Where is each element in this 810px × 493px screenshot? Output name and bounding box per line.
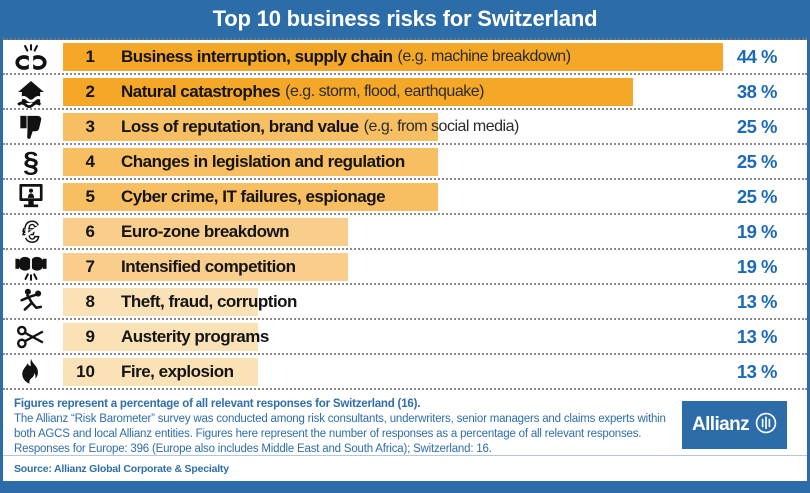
percent-value: 13 % <box>736 325 778 347</box>
risk-row-4: § 4 Changes in legislation and regulatio… <box>3 145 807 180</box>
risk-bar <box>63 253 348 281</box>
risk-bar <box>63 183 438 211</box>
risk-row-8: 8 Theft, fraud, corruption 13 % <box>3 285 807 320</box>
risk-label: Intensified competition <box>121 256 296 276</box>
risk-bar <box>63 148 438 176</box>
cyber-crime-icon <box>8 180 54 213</box>
risk-note: (e.g. storm, flood, earthquake) <box>285 82 484 100</box>
percent-value: 25 % <box>736 115 778 137</box>
rank-number: 8 <box>85 291 95 311</box>
risk-row-5: 5 Cyber crime, IT failures, espionage 25… <box>3 180 807 215</box>
thumbs-down-icon <box>8 110 54 143</box>
rank-number: 10 <box>76 361 95 381</box>
risk-row-7: 7 Intensified competition 19 % <box>3 250 807 285</box>
risk-row-10: 10 Fire, explosion 13 % <box>3 355 807 390</box>
risk-label: Fire, explosion <box>121 361 234 381</box>
thief-icon <box>8 285 54 318</box>
page-title: Top 10 business risks for Switzerland <box>212 6 598 31</box>
source-line: Source: Allianz Global Corporate & Speci… <box>3 455 807 481</box>
risk-label: Theft, fraud, corruption <box>121 291 297 311</box>
rank-number: 9 <box>85 326 95 346</box>
risk-row-9: 9 Austerity programs 13 % <box>3 320 807 355</box>
risk-bar <box>63 43 723 71</box>
footer: Figures represent a percentage of all re… <box>3 390 807 481</box>
rank-number: 6 <box>85 221 95 241</box>
paragraph-icon: § <box>8 145 54 178</box>
risk-label: Cyber crime, IT failures, espionage <box>121 186 386 206</box>
percent-value: 25 % <box>736 150 778 172</box>
risk-note: (e.g. machine breakdown) <box>397 47 571 65</box>
rank-number: 7 <box>85 256 95 276</box>
footer-note-body: The Allianz “Risk Barometer” survey was … <box>14 413 666 456</box>
allianz-logo-text: Allianz <box>691 414 750 435</box>
rank-number: 5 <box>85 186 95 206</box>
allianz-logo: Allianz <box>682 401 787 449</box>
risk-label: Business interruption, supply chain <box>121 46 393 66</box>
risk-note: (e.g. from social media) <box>363 117 520 135</box>
boxing-gloves-icon <box>8 250 54 283</box>
risk-label: Changes in legislation and regulation <box>121 151 405 171</box>
risk-label: Austerity programs <box>121 326 269 346</box>
risk-list: 1 Business interruption, supply chain (e… <box>3 40 807 390</box>
percent-value: 44 % <box>736 45 778 67</box>
risk-bar <box>63 358 258 386</box>
svg-text:§: § <box>23 146 39 178</box>
percent-value: 38 % <box>736 80 778 102</box>
rank-number: 2 <box>85 81 95 101</box>
allianz-eagle-icon <box>755 412 777 439</box>
risk-row-2: 2 Natural catastrophes (e.g. storm, floo… <box>3 75 807 110</box>
percent-value: 19 % <box>736 255 778 277</box>
risk-row-6: € 6 Euro-zone breakdown 19 % <box>3 215 807 250</box>
storm-house-icon <box>8 75 54 108</box>
risk-bar <box>63 288 258 316</box>
bottom-border-strip <box>3 481 807 493</box>
percent-value: 13 % <box>736 360 778 382</box>
risk-row-3: 3 Loss of reputation, brand value (e.g. … <box>3 110 807 145</box>
scissors-icon <box>8 320 54 353</box>
risk-bar <box>63 218 348 246</box>
rank-number: 3 <box>85 116 95 136</box>
risk-label: Euro-zone breakdown <box>121 221 290 241</box>
percent-value: 13 % <box>736 290 778 312</box>
title-bar: Top 10 business risks for Switzerland <box>3 0 807 40</box>
percent-value: 25 % <box>736 185 778 207</box>
risk-label: Loss of reputation, brand value <box>121 116 359 136</box>
broken-chain-icon <box>8 40 54 73</box>
broken-euro-icon: € <box>8 215 54 248</box>
risk-bar <box>63 78 633 106</box>
rank-number: 4 <box>85 151 95 171</box>
rank-number: 1 <box>85 46 95 66</box>
risk-bar <box>63 323 258 351</box>
fire-icon <box>8 355 54 388</box>
risk-bar <box>63 113 438 141</box>
risk-row-1: 1 Business interruption, supply chain (e… <box>3 40 807 75</box>
percent-value: 19 % <box>736 220 778 242</box>
footer-note-bold: Figures represent a percentage of all re… <box>14 398 421 410</box>
risk-label: Natural catastrophes <box>121 81 281 101</box>
